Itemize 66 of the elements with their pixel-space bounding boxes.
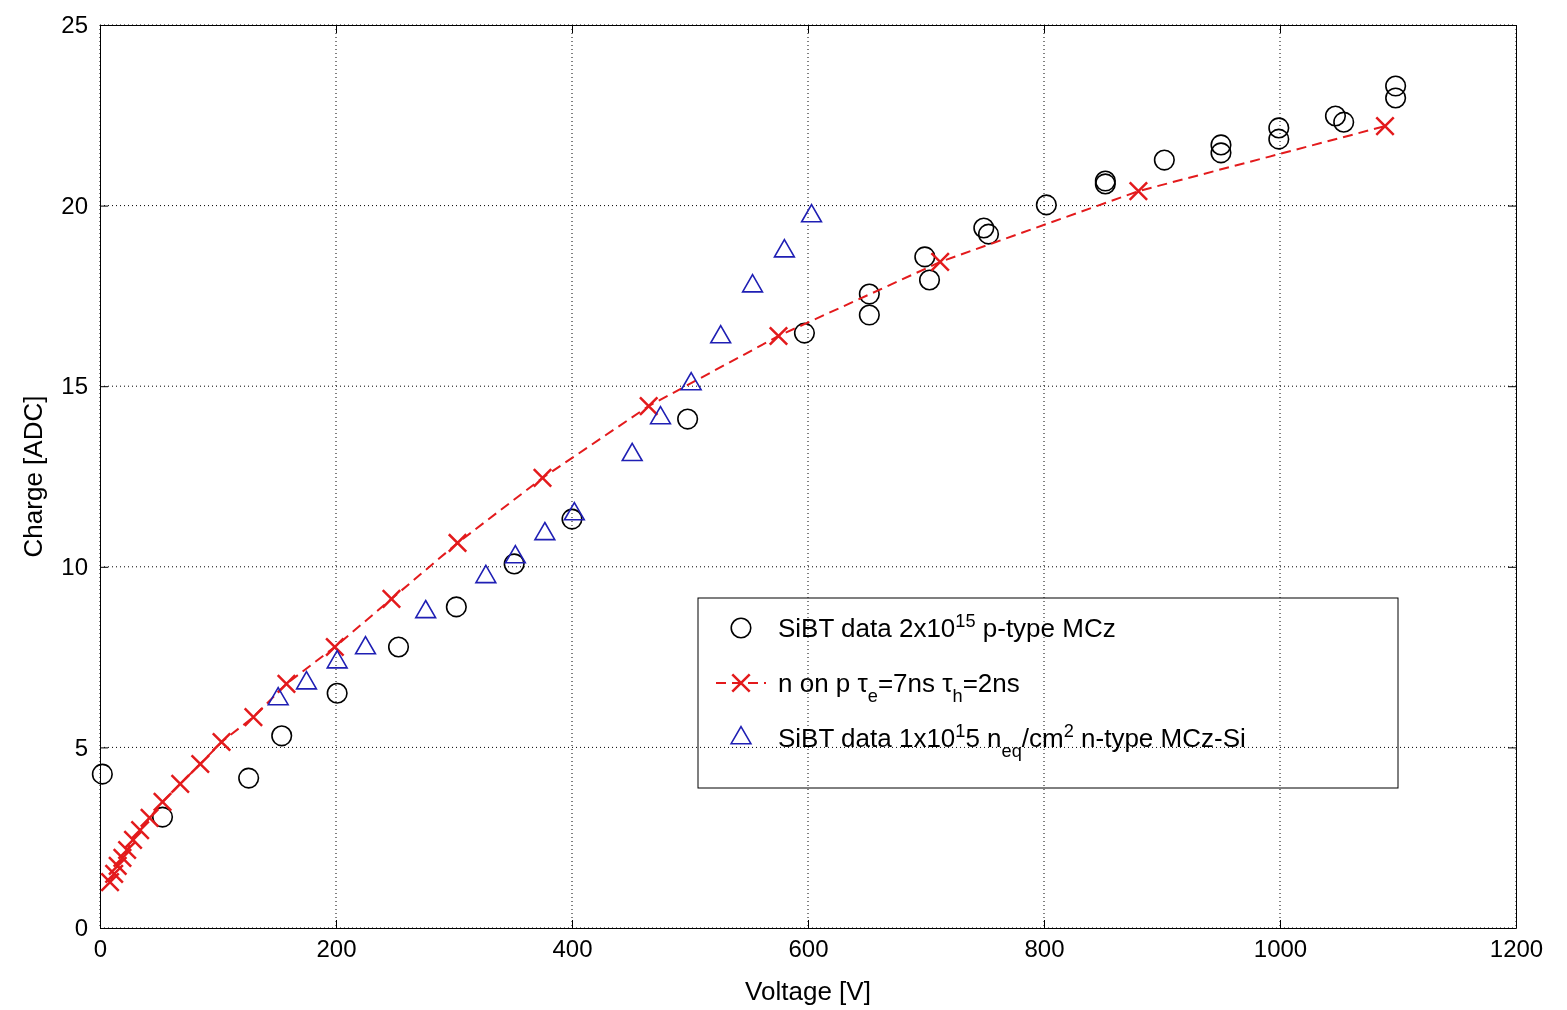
point — [503, 553, 525, 575]
point — [914, 246, 936, 268]
point — [104, 863, 125, 884]
point — [1385, 87, 1407, 109]
point — [768, 326, 789, 346]
point — [858, 283, 880, 305]
point — [381, 588, 402, 609]
x-tick-label: 1000 — [1253, 935, 1308, 963]
point — [1210, 134, 1232, 156]
point — [112, 847, 133, 868]
y-tick-label: 20 — [61, 191, 88, 219]
point — [447, 533, 468, 553]
point — [91, 763, 113, 785]
point — [243, 707, 264, 728]
y-tick-label: 10 — [61, 552, 88, 580]
point — [445, 596, 467, 618]
point — [1324, 105, 1347, 127]
point — [1385, 75, 1407, 97]
y-tick-label: 15 — [61, 372, 88, 400]
point — [532, 467, 553, 488]
point — [930, 251, 951, 272]
point — [1153, 149, 1175, 171]
point — [211, 732, 232, 752]
point — [123, 829, 143, 850]
point — [152, 791, 173, 812]
point — [1128, 181, 1149, 202]
point — [326, 682, 348, 704]
point — [1268, 128, 1290, 150]
point — [973, 217, 995, 239]
point — [387, 636, 410, 658]
x-tick-label: 200 — [316, 935, 357, 963]
point — [1210, 142, 1232, 164]
point — [793, 322, 816, 344]
point — [190, 754, 211, 774]
y-axis-title: Charge [ADC] — [18, 395, 48, 558]
x-tick-label: 800 — [1024, 935, 1065, 963]
point — [977, 223, 1000, 245]
point — [117, 840, 138, 860]
point — [276, 673, 297, 694]
x-tick-label: 0 — [93, 935, 108, 963]
point — [170, 773, 191, 794]
x-axis-title: Voltage [V] — [745, 976, 871, 1006]
point — [561, 508, 583, 530]
point — [130, 820, 151, 841]
point — [271, 725, 293, 747]
x-tick-label: 400 — [552, 935, 593, 963]
point — [238, 767, 260, 789]
x-tick-label: 600 — [788, 935, 829, 963]
y-tick-label: 5 — [74, 733, 88, 761]
point — [139, 807, 160, 828]
legend-label: n on p τ$_{e}$=7ns τ$_{h}$=2ns — [778, 668, 1020, 706]
point — [107, 855, 128, 876]
point — [858, 304, 880, 326]
point — [1035, 194, 1057, 216]
y-tick-label: 0 — [74, 914, 88, 942]
legend-label: SiBT data 1x10$^{1}$5 n$_{eq}$/cm$^{2}$ n-type MCz-Si — [778, 721, 1246, 761]
point — [638, 396, 659, 417]
y-tick-label: 25 — [61, 11, 88, 39]
point — [1268, 117, 1290, 139]
point — [100, 872, 120, 893]
point — [918, 269, 941, 291]
point — [677, 408, 699, 430]
legend-label: SiBT data 2x10$^{15}$ p-type MCz — [778, 611, 1116, 643]
point — [1333, 111, 1355, 133]
x-tick-label: 1200 — [1489, 935, 1544, 963]
point — [1375, 116, 1395, 137]
